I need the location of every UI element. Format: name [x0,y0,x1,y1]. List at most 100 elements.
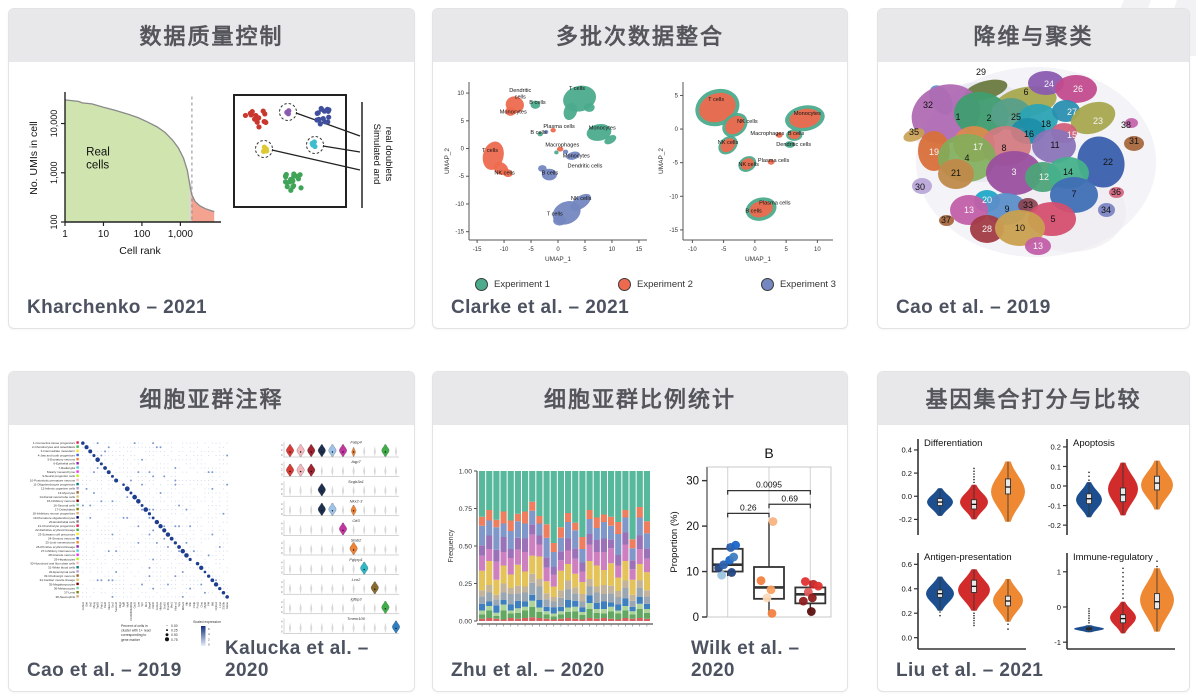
svg-text:38-Neutrophils: 38-Neutrophils [55,595,75,599]
citation: Wilk et al. – 2020 [691,638,800,681]
svg-text:0.75: 0.75 [459,506,472,513]
svg-text:Tmem100: Tmem100 [347,616,366,621]
svg-text:Cell rank: Cell rank [119,245,161,257]
svg-text:0.0095: 0.0095 [756,480,782,490]
svg-text:0.25: 0.25 [459,581,472,588]
svg-text:0.69: 0.69 [781,493,798,503]
cluster-blob [1124,118,1138,128]
citation: Cao et al. – 2019 [896,297,1051,318]
svg-text:4: 4 [281,601,283,604]
cluster-blob [912,178,932,194]
svg-text:corresponding to: corresponding to [121,633,146,637]
cluster-blob [1025,237,1051,255]
svg-text:Dendritic: Dendritic [509,88,531,94]
panel-title: 细胞亚群比例统计 [433,372,847,425]
cluster-number: 25 [1010,112,1022,122]
svg-text:Neurod2: Neurod2 [114,601,118,612]
svg-text:Sp7: Sp7 [140,601,144,606]
svg-text:B cells: B cells [530,130,547,136]
svg-text:UMAP_1: UMAP_1 [545,256,571,263]
svg-text:16-Stromal cells: 16-Stromal cells [53,503,75,507]
cluster-number: 17 [972,142,984,152]
svg-text:Hbb-bs: Hbb-bs [159,601,163,610]
svg-text:23-Schwann cell precursors: 23-Schwann cell precursors [38,532,76,536]
svg-text:10: 10 [814,247,821,253]
cluster-number: 22 [1102,157,1114,167]
svg-text:T cells: T cells [482,148,498,154]
svg-text:Simulated and: Simulated and [371,124,382,185]
svg-text:Prdx1: Prdx1 [99,601,103,608]
cluster-number: 18 [1040,119,1052,129]
svg-text:10-Postmitotic premature neuro: 10-Postmitotic premature neurons [30,478,76,482]
svg-text:0.0: 0.0 [901,492,912,501]
cluster-number: 8 [1001,143,1007,153]
svg-text:0: 0 [281,454,283,457]
svg-text:30: 30 [686,476,699,488]
cluster-number: 7 [1071,189,1077,199]
svg-text:real doublets: real doublets [383,127,394,182]
svg-text:Scgb3a1: Scgb3a1 [348,479,364,484]
svg-text:-5: -5 [528,247,534,253]
panel-clustering: 降维与聚类 29 6 24 26 32 1 2 25 18 27 23 38 35 16 15 31 19 17 8… [877,8,1190,329]
svg-text:Chat: Chat [199,602,203,608]
cluster-number: 35 [908,127,920,137]
svg-text:0: 0 [281,513,283,516]
violin-stack-figure: Fabp4 4 2 0 Aqp7 4 2 0 Scgb3a1 4 2 0 Nkx2-3 4 2 0 Oit3 4 2… [281,440,400,634]
svg-text:B: B [764,447,773,461]
svg-text:0: 0 [281,630,283,633]
svg-text:17-Osteoblasts: 17-Osteoblasts [55,507,76,511]
svg-text:Elane: Elane [225,601,229,608]
svg-text:37-Lens: 37-Lens [64,591,75,595]
svg-text:8-Early mesenchyme: 8-Early mesenchyme [47,470,76,474]
svg-text:4: 4 [208,632,210,636]
svg-text:Shh: Shh [188,601,192,606]
svg-text:Dlx1: Dlx1 [144,601,148,607]
svg-text:0: 0 [675,127,679,133]
panel-proportions: 细胞亚群比例统计 0.00 0.25 0.50 0.75 1.00 Frequency B… [432,371,848,692]
cluster-number: 13 [963,205,975,215]
svg-text:24-Sensory neurons: 24-Sensory neurons [48,537,76,541]
svg-text:20: 20 [686,521,699,533]
svg-text:0: 0 [693,612,699,624]
cluster-blob [1124,135,1144,151]
svg-text:Apoptosis: Apoptosis [1073,438,1115,449]
panel-batch-integration: 多批次数据整合 -15 -10 -5 0 5 10 -15 -10 -5 0 5 10 15 UMAP_2… [432,8,848,329]
svg-text:0: 0 [461,147,465,153]
cluster-number: 12 [1038,172,1050,182]
svg-text:0: 0 [281,591,283,594]
svg-text:0.75: 0.75 [171,638,178,642]
svg-text:0: 0 [281,611,283,614]
svg-text:UMAP_2: UMAP_2 [444,148,451,174]
svg-text:Krt5: Krt5 [88,601,92,606]
legend-dot-icon [617,278,631,291]
svg-text:1: 1 [1057,568,1061,577]
cluster-number: 27 [1066,107,1078,117]
svg-text:-10: -10 [455,202,464,208]
svg-text:1.00: 1.00 [459,468,472,475]
svg-text:No. UMIs in cell: No. UMIs in cell [28,121,40,195]
svg-text:4-Jaw and tooth progenitors: 4-Jaw and tooth progenitors [38,453,76,457]
citation: Kalucka et al. – 2020 [225,638,369,681]
svg-text:7-Radial glia: 7-Radial glia [58,466,75,470]
svg-text:21-Chondrocyte progenitors: 21-Chondrocyte progenitors [38,524,76,528]
svg-text:0.00: 0.00 [459,618,472,625]
svg-text:25-Limb mesenchyme: 25-Limb mesenchyme [45,541,75,545]
svg-text:Myh6: Myh6 [203,601,207,608]
cluster-number: 9 [1004,204,1010,214]
cluster-number: 20 [981,195,993,205]
svg-text:2: 2 [281,449,283,452]
svg-text:5: 5 [784,247,788,253]
svg-text:T cells: T cells [708,97,724,103]
svg-text:34-Cardiac muscle lineage: 34-Cardiac muscle lineage [39,578,75,582]
legend-item: Experiment 2 [617,278,693,291]
svg-text:6: 6 [208,627,210,631]
svg-text:5: 5 [583,247,587,253]
svg-text:C130060K24Rik: C130060K24Rik [129,601,133,621]
svg-text:2-Chondrocytes and osteoblasts: 2-Chondrocytes and osteoblasts [32,445,76,449]
citation: Kharchenko – 2021 [27,297,207,318]
svg-text:Fabp4: Fabp4 [350,440,362,445]
svg-text:Macrophages: Macrophages [750,131,784,137]
svg-text:Monocytes: Monocytes [589,126,616,132]
svg-text:Cldn5: Cldn5 [151,601,155,608]
